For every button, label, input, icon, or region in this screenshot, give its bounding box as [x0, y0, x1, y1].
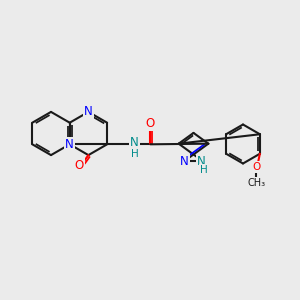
Text: H: H	[130, 149, 138, 159]
Text: N: N	[197, 154, 206, 168]
Text: CH₃: CH₃	[247, 178, 265, 188]
Text: O: O	[146, 117, 155, 130]
Text: N: N	[65, 138, 74, 151]
Text: O: O	[252, 162, 260, 172]
Text: N: N	[130, 136, 139, 149]
Text: N: N	[84, 105, 93, 119]
Text: O: O	[75, 159, 84, 172]
Text: N: N	[180, 154, 189, 168]
Text: H: H	[200, 164, 208, 175]
